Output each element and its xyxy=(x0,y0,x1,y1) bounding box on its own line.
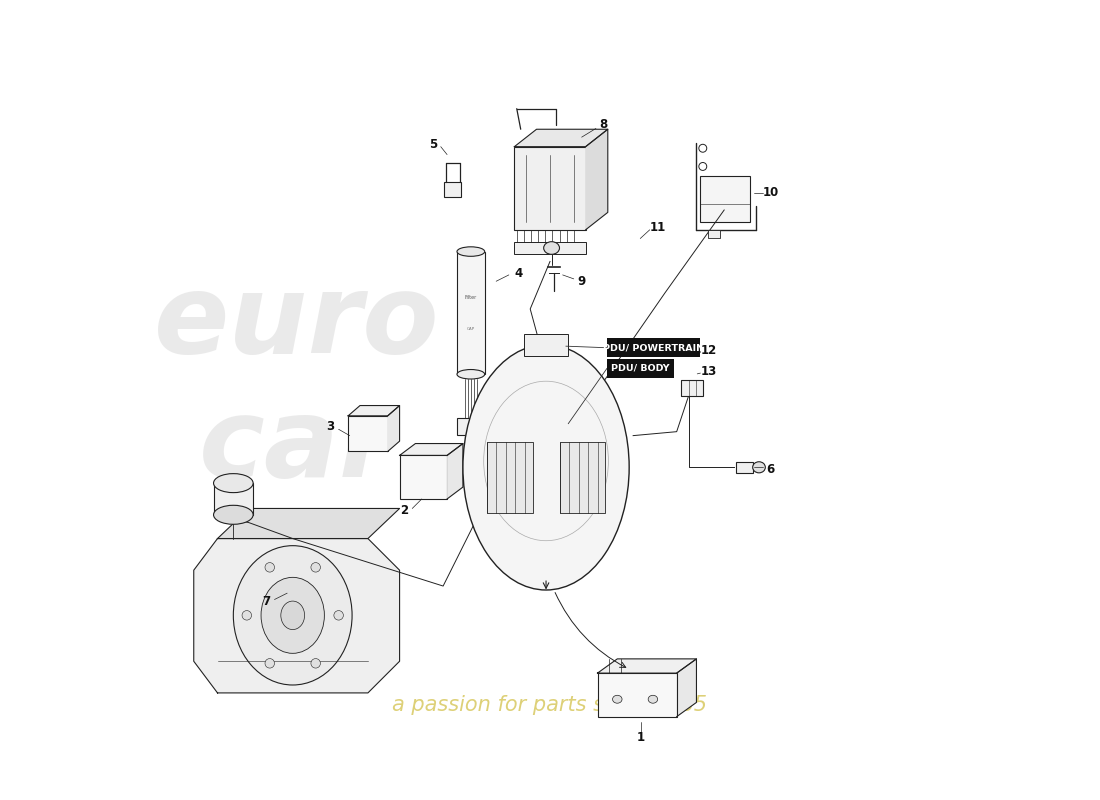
Ellipse shape xyxy=(463,345,629,590)
Ellipse shape xyxy=(213,506,253,524)
Bar xyxy=(736,462,754,473)
Text: a passion for parts since 1985: a passion for parts since 1985 xyxy=(393,694,707,714)
Ellipse shape xyxy=(265,658,275,668)
Ellipse shape xyxy=(261,578,324,654)
Ellipse shape xyxy=(311,658,320,668)
Bar xyxy=(348,416,387,451)
Polygon shape xyxy=(597,673,676,717)
Ellipse shape xyxy=(456,370,485,379)
Ellipse shape xyxy=(752,462,766,473)
Text: 2: 2 xyxy=(400,504,408,518)
Bar xyxy=(701,176,749,222)
Text: 10: 10 xyxy=(762,186,779,199)
FancyBboxPatch shape xyxy=(607,359,674,378)
Ellipse shape xyxy=(280,601,305,630)
Bar xyxy=(515,242,585,254)
Ellipse shape xyxy=(265,562,275,572)
Polygon shape xyxy=(387,406,399,451)
Polygon shape xyxy=(585,130,608,230)
Text: PDU/ POWERTRAIN: PDU/ POWERTRAIN xyxy=(603,343,704,352)
Text: 1: 1 xyxy=(637,730,645,744)
Text: 7: 7 xyxy=(263,595,271,608)
Text: 3: 3 xyxy=(326,421,334,434)
Text: Filter: Filter xyxy=(464,294,477,299)
Text: 4: 4 xyxy=(514,267,522,280)
Text: 13: 13 xyxy=(701,365,716,378)
FancyBboxPatch shape xyxy=(607,338,701,358)
Bar xyxy=(444,182,461,197)
Bar xyxy=(524,334,569,357)
Polygon shape xyxy=(515,130,608,146)
Text: 6: 6 xyxy=(766,463,774,476)
Polygon shape xyxy=(597,659,696,673)
Polygon shape xyxy=(447,443,463,499)
Ellipse shape xyxy=(613,695,621,703)
Ellipse shape xyxy=(456,247,485,256)
Ellipse shape xyxy=(648,695,658,703)
Bar xyxy=(456,251,485,374)
Bar xyxy=(515,146,585,230)
Ellipse shape xyxy=(213,474,253,493)
Bar xyxy=(597,673,676,717)
Bar xyxy=(560,442,605,514)
Text: euro
car: euro car xyxy=(154,269,440,499)
Text: 5: 5 xyxy=(429,138,437,150)
Bar xyxy=(681,380,703,396)
Text: 12: 12 xyxy=(701,345,716,358)
Polygon shape xyxy=(348,406,399,416)
Text: 8: 8 xyxy=(600,118,608,131)
Ellipse shape xyxy=(311,562,320,572)
Text: PDU/ BODY: PDU/ BODY xyxy=(612,364,670,373)
Bar xyxy=(399,455,447,499)
Ellipse shape xyxy=(334,610,343,620)
Ellipse shape xyxy=(543,242,560,254)
Polygon shape xyxy=(218,509,399,538)
Bar xyxy=(456,418,485,435)
Bar xyxy=(213,483,253,514)
Text: CAP: CAP xyxy=(466,326,475,330)
Polygon shape xyxy=(676,659,696,717)
Ellipse shape xyxy=(698,144,707,152)
Polygon shape xyxy=(194,538,399,693)
Bar xyxy=(708,230,720,238)
Polygon shape xyxy=(399,443,463,455)
Text: 9: 9 xyxy=(578,274,586,288)
Ellipse shape xyxy=(242,610,252,620)
Ellipse shape xyxy=(233,546,352,685)
Bar xyxy=(486,442,532,514)
Text: 11: 11 xyxy=(649,221,666,234)
Ellipse shape xyxy=(698,162,707,170)
